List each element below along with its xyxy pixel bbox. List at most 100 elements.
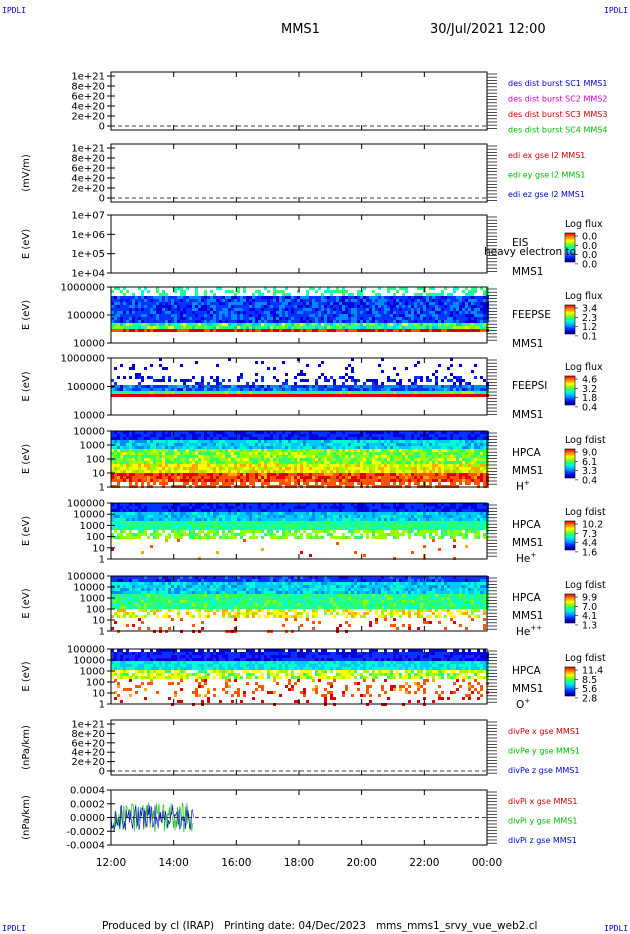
heatmap-cell — [237, 437, 240, 440]
heatmap-cell — [291, 299, 294, 302]
heatmap-cell — [171, 308, 174, 311]
heatmap-cell — [288, 482, 291, 485]
heatmap-cell — [468, 320, 471, 323]
heatmap-cell — [456, 443, 459, 446]
heatmap-cell — [444, 449, 447, 452]
heatmap-cell — [258, 464, 261, 467]
heatmap-cell — [117, 455, 120, 458]
heatmap-cell — [327, 479, 330, 482]
heatmap-cell — [285, 326, 288, 329]
heatmap-cell — [288, 323, 291, 326]
heatmap-cell — [120, 320, 123, 323]
heatmap-cell — [267, 394, 270, 397]
heatmap-cell — [480, 473, 483, 476]
heatmap-cell — [471, 446, 474, 449]
heatmap-cell — [204, 320, 207, 323]
heatmap-cell — [315, 391, 318, 394]
heatmap-cell — [201, 329, 204, 332]
heatmap-cell — [240, 391, 243, 394]
heatmap-cell — [471, 311, 474, 314]
heatmap-cell — [150, 470, 153, 473]
heatmap-cell — [423, 437, 426, 440]
heatmap-cell — [435, 440, 438, 443]
heatmap-cell — [171, 470, 174, 473]
heatmap-cell — [201, 449, 204, 452]
heatmap-cell — [111, 326, 114, 329]
heatmap-cell — [330, 452, 333, 455]
heatmap-cell — [132, 440, 135, 443]
heatmap-cell — [387, 388, 390, 391]
heatmap-cell — [483, 394, 486, 397]
heatmap-cell — [393, 437, 396, 440]
heatmap-cell — [126, 394, 129, 397]
heatmap-cell — [210, 476, 213, 479]
heatmap-cell — [282, 391, 285, 394]
heatmap-cell — [363, 287, 366, 290]
heatmap-cell — [243, 464, 246, 467]
heatmap-cell — [180, 470, 183, 473]
heatmap-cell — [351, 461, 354, 464]
heatmap-cell — [273, 479, 276, 482]
heatmap-cell — [402, 388, 405, 391]
heatmap-cell — [459, 482, 462, 485]
heatmap-cell — [195, 452, 198, 455]
heatmap-cell — [282, 385, 285, 388]
heatmap-cell — [129, 476, 132, 479]
heatmap-cell — [156, 317, 159, 320]
heatmap-cell — [117, 437, 120, 440]
y-tick-label: 100000 — [67, 311, 105, 322]
heatmap-cell — [435, 461, 438, 464]
heatmap-cell — [378, 440, 381, 443]
heatmap-cell — [111, 437, 114, 440]
heatmap-cell — [306, 329, 309, 332]
heatmap-cell — [285, 379, 288, 382]
heatmap-cell — [255, 290, 258, 293]
heatmap-cell — [159, 385, 162, 388]
heatmap-cell — [315, 382, 318, 385]
heatmap-cell — [279, 323, 282, 326]
heatmap-cell — [225, 326, 228, 329]
heatmap-cell — [273, 305, 276, 308]
heatmap-cell — [288, 473, 291, 476]
heatmap-cell — [123, 299, 126, 302]
heatmap-cell — [300, 370, 303, 373]
heatmap-cell — [237, 467, 240, 470]
heatmap-cell — [411, 467, 414, 470]
heatmap-cell — [372, 290, 375, 293]
heatmap-cell — [345, 461, 348, 464]
heatmap-cell — [213, 476, 216, 479]
heatmap-cell — [402, 302, 405, 305]
heatmap-cell — [192, 443, 195, 446]
heatmap-cell — [480, 299, 483, 302]
heatmap-cell — [207, 452, 210, 455]
panel-p4 — [107, 286, 578, 344]
heatmap-cell — [117, 391, 120, 394]
heatmap-cell — [228, 458, 231, 461]
heatmap-cell — [192, 482, 195, 485]
heatmap-cell — [294, 385, 297, 388]
heatmap-cell — [291, 464, 294, 467]
heatmap-cell — [219, 479, 222, 482]
heatmap-cell — [114, 367, 117, 370]
heatmap-cell — [462, 476, 465, 479]
heatmap-cell — [438, 317, 441, 320]
heatmap-cell — [483, 473, 486, 476]
heatmap-cell — [279, 461, 282, 464]
heatmap-cell — [126, 437, 129, 440]
heatmap-cell — [132, 464, 135, 467]
heatmap-cell — [342, 299, 345, 302]
heatmap-cell — [261, 388, 264, 391]
heatmap-cell — [294, 311, 297, 314]
heatmap-cell — [426, 376, 429, 379]
heatmap-cell — [348, 434, 351, 437]
heatmap-cell — [171, 461, 174, 464]
heatmap-cell — [333, 314, 336, 317]
heatmap-cell — [315, 385, 318, 388]
heatmap-cell — [441, 388, 444, 391]
heatmap-cell — [255, 437, 258, 440]
heatmap-cell — [468, 385, 471, 388]
heatmap-cell — [363, 394, 366, 397]
heatmap-cell — [390, 440, 393, 443]
heatmap-cell — [258, 443, 261, 446]
heatmap-cell — [222, 440, 225, 443]
